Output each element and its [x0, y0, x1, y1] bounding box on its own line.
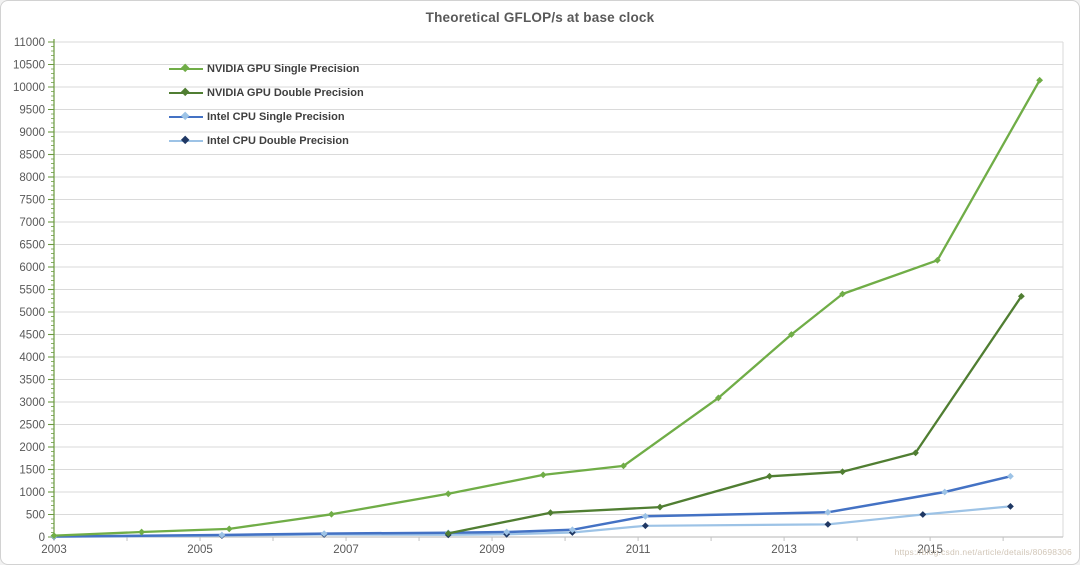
legend-diamond-swatch: [180, 88, 190, 98]
data-point-marker-intel-cpu-double-precision: [824, 521, 832, 528]
legend-label: Intel CPU Single Precision: [207, 111, 345, 123]
y-tick-label: 6500: [19, 240, 45, 252]
series-line-intel-cpu-single-precision: [52, 475, 1012, 538]
y-tick-label: 8000: [19, 172, 45, 184]
x-tick-label: 2009: [479, 544, 505, 556]
data-point-marker-intel-cpu-single-precision: [218, 531, 226, 539]
data-point-marker-nvidia-gpu-double-precision: [839, 468, 846, 476]
y-tick-label: 5000: [19, 307, 45, 319]
y-tick-label: 10000: [13, 82, 45, 94]
y-tick-label: 5500: [19, 285, 45, 297]
data-point-marker-nvidia-gpu-single-precision: [1036, 76, 1044, 84]
x-tick-label: 2003: [41, 544, 67, 556]
data-point-marker-nvidia-gpu-single-precision: [444, 490, 452, 498]
series-line-nvidia-gpu-single-precision: [52, 79, 1041, 537]
watermark-url: https://blog.csdn.net/article/details/80…: [894, 547, 1072, 557]
data-point-marker-intel-cpu-single-precision: [824, 508, 832, 516]
legend: NVIDIA GPU Single Precision NVIDIA GPU Do…: [169, 57, 364, 153]
legend-diamond-swatch: [180, 112, 190, 122]
y-tick-label: 1000: [19, 487, 45, 499]
data-point-marker-intel-cpu-single-precision: [568, 526, 576, 534]
data-point-marker-nvidia-gpu-double-precision: [912, 449, 919, 457]
data-point-marker-intel-cpu-single-precision: [320, 530, 328, 538]
data-point-marker-nvidia-gpu-single-precision: [788, 331, 795, 338]
y-tick-label: 8500: [19, 150, 45, 162]
y-tick-label: 7000: [19, 217, 45, 229]
legend-diamond-swatch: [180, 64, 190, 74]
data-point-marker-nvidia-gpu-single-precision: [225, 525, 233, 533]
data-point-marker-nvidia-gpu-single-precision: [328, 510, 335, 518]
data-point-marker-nvidia-gpu-single-precision: [934, 256, 941, 264]
x-tick-label: 2013: [771, 544, 797, 556]
data-point-marker-nvidia-gpu-single-precision: [539, 471, 547, 479]
y-tick-label: 4500: [19, 330, 45, 342]
chart-title: Theoretical GFLOP/s at base clock: [425, 10, 655, 25]
legend-label: Intel CPU Double Precision: [207, 135, 349, 147]
data-point-marker-intel-cpu-single-precision: [503, 528, 511, 536]
legend-item-nvidia-gpu-single-precision: NVIDIA GPU Single Precision: [169, 57, 364, 81]
y-tick-label: 6000: [19, 262, 45, 274]
y-tick-label: 11000: [14, 37, 45, 49]
y-tick-label: 7500: [19, 195, 45, 207]
y-tick-label: 3500: [19, 375, 45, 387]
y-tick-label: 9000: [19, 127, 45, 139]
y-tick-label: 500: [26, 510, 45, 522]
y-tick-label: 2000: [19, 442, 45, 454]
y-tick-label: 4000: [19, 352, 45, 364]
y-tick-label: 2500: [19, 420, 45, 432]
data-point-marker-intel-cpu-single-precision: [941, 488, 949, 496]
data-point-marker-intel-cpu-single-precision: [641, 512, 649, 520]
data-point-marker-intel-cpu-single-precision: [1007, 472, 1014, 480]
legend-label: NVIDIA GPU Double Precision: [207, 87, 364, 99]
legend-label: NVIDIA GPU Single Precision: [207, 63, 360, 75]
data-point-marker-nvidia-gpu-single-precision: [138, 528, 146, 536]
data-point-marker-nvidia-gpu-single-precision: [839, 290, 846, 298]
y-tick-label: 10500: [13, 60, 45, 72]
data-point-marker-nvidia-gpu-single-precision: [50, 532, 58, 540]
legend-marker-intel-cpu-single-precision: [169, 112, 203, 122]
data-point-marker-intel-cpu-double-precision: [1007, 503, 1014, 510]
data-point-marker-nvidia-gpu-double-precision: [547, 509, 554, 517]
y-tick-label: 0: [39, 532, 45, 544]
data-point-marker-nvidia-gpu-single-precision: [714, 394, 722, 402]
x-tick-label: 2007: [333, 544, 359, 556]
data-point-marker-intel-cpu-double-precision: [919, 511, 927, 518]
series-line-nvidia-gpu-double-precision: [447, 295, 1023, 535]
y-tick-label: 9500: [19, 105, 45, 117]
data-point-marker-nvidia-gpu-double-precision: [1017, 292, 1025, 300]
legend-marker-nvidia-gpu-double-precision: [169, 88, 203, 98]
x-tick-label: 2011: [626, 544, 651, 556]
legend-item-nvidia-gpu-double-precision: NVIDIA GPU Double Precision: [169, 81, 364, 105]
data-point-marker-nvidia-gpu-double-precision: [656, 503, 664, 511]
legend-marker-nvidia-gpu-single-precision: [169, 64, 203, 74]
data-point-marker-nvidia-gpu-double-precision: [766, 472, 773, 480]
x-tick-label: 2005: [187, 544, 213, 556]
legend-item-intel-cpu-double-precision: Intel CPU Double Precision: [169, 129, 364, 153]
x-tick-label: 2015: [917, 544, 943, 556]
data-point-marker-nvidia-gpu-single-precision: [620, 462, 627, 470]
y-tick-label: 3000: [19, 397, 45, 409]
legend-diamond-swatch: [180, 136, 190, 146]
legend-marker-intel-cpu-double-precision: [169, 136, 203, 146]
data-point-marker-nvidia-gpu-double-precision: [444, 530, 452, 537]
legend-item-intel-cpu-single-precision: Intel CPU Single Precision: [169, 105, 364, 129]
data-point-marker-intel-cpu-double-precision: [641, 522, 649, 530]
y-tick-label: 1500: [19, 465, 45, 477]
